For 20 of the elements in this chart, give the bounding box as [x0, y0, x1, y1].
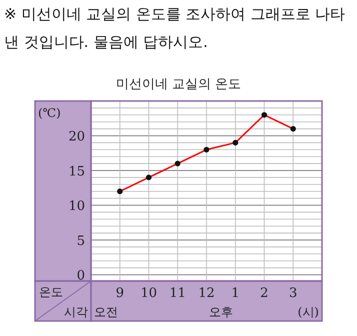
text: 오전 — [94, 305, 118, 319]
x-axis-title: (시) — [298, 305, 319, 319]
x-tick-label: 12 — [198, 286, 215, 301]
y-tick-label: 0 — [76, 268, 85, 284]
text: ※ 미선이네 교실의 온도를 조사하여 그래프로 나타낸 것입니다. 물음에 답하시오. — [4, 4, 346, 53]
text: 온도 — [39, 285, 63, 299]
text: 시각 — [64, 305, 88, 319]
chart-title: 미선이네 교실의 온도 — [116, 77, 242, 92]
y-tick-label: 5 — [76, 234, 85, 249]
y-tick-label: 20 — [68, 130, 85, 145]
x-tick-label: 11 — [169, 286, 186, 301]
text: 오후 — [208, 305, 233, 319]
x-tick-label: 1 — [231, 286, 240, 301]
x-tick-label: 3 — [288, 286, 298, 301]
y-tick-label: 15 — [68, 164, 85, 180]
y-tick-label: 10 — [68, 199, 85, 214]
x-tick-label: 2 — [260, 286, 268, 301]
x-tick-label: 10 — [140, 286, 158, 301]
y-axis-title: (℃) — [38, 106, 61, 120]
x-tick-label: 9 — [116, 286, 124, 301]
